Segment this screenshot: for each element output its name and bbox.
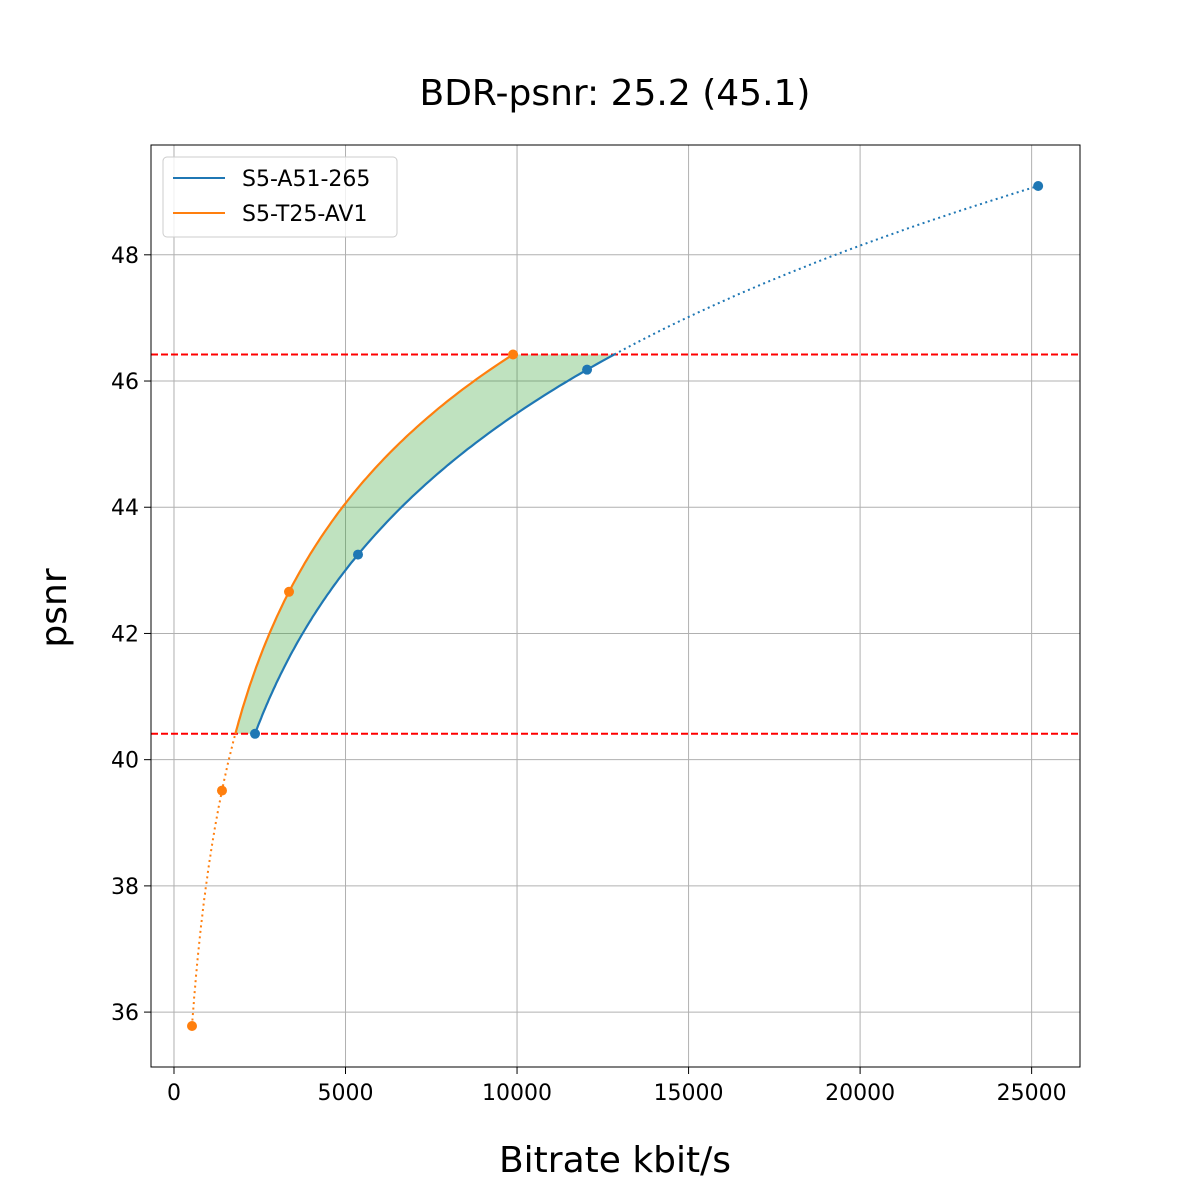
chart-title: BDR-psnr: 25.2 (45.1) [420, 73, 811, 114]
series-points [186, 181, 1044, 1031]
data-point-0 [353, 549, 364, 560]
y-tick-label: 46 [111, 370, 139, 395]
x-axis-label: Bitrate kbit/s [499, 1140, 731, 1181]
data-point-1 [508, 349, 519, 360]
y-tick-label: 40 [111, 749, 139, 774]
grid [151, 145, 1080, 1067]
data-point-0 [250, 728, 261, 739]
y-tick-label: 44 [111, 496, 139, 521]
bdr-fill-area [235, 354, 615, 734]
data-point-0 [582, 364, 593, 375]
series-dotted-0 [613, 185, 1039, 356]
legend-label-1: S5-T25-AV1 [242, 202, 367, 227]
x-axis-ticks: 0 5000 10000 15000 20000 25000 [167, 1067, 1067, 1106]
series-line-1 [234, 353, 514, 735]
data-point-0 [1033, 181, 1044, 192]
series-lines [191, 185, 1039, 1027]
x-tick-label: 10000 [482, 1081, 552, 1106]
y-tick-label: 48 [111, 244, 139, 269]
x-tick-label: 25000 [997, 1081, 1067, 1106]
y-tick-label: 38 [111, 875, 139, 900]
data-point-1 [284, 586, 295, 597]
series-dotted-1 [191, 733, 237, 1027]
x-tick-label: 15000 [654, 1081, 724, 1106]
x-tick-label: 20000 [825, 1081, 895, 1106]
y-tick-label: 36 [111, 1001, 139, 1026]
legend-label-0: S5-A51-265 [242, 167, 370, 192]
y-axis-label: psnr [34, 568, 75, 647]
x-tick-label: 0 [167, 1081, 181, 1106]
series-line-0 [253, 353, 615, 735]
data-point-1 [186, 1020, 197, 1031]
x-tick-label: 5000 [318, 1081, 374, 1106]
y-tick-label: 42 [111, 622, 139, 647]
legend: S5-A51-265 S5-T25-AV1 [162, 156, 398, 238]
data-point-1 [216, 785, 227, 796]
y-axis-ticks: 36 38 40 42 44 46 48 [111, 244, 151, 1026]
fill-region [235, 354, 615, 734]
threshold-lines [151, 353, 1080, 735]
plot-frame [150, 144, 1081, 1068]
